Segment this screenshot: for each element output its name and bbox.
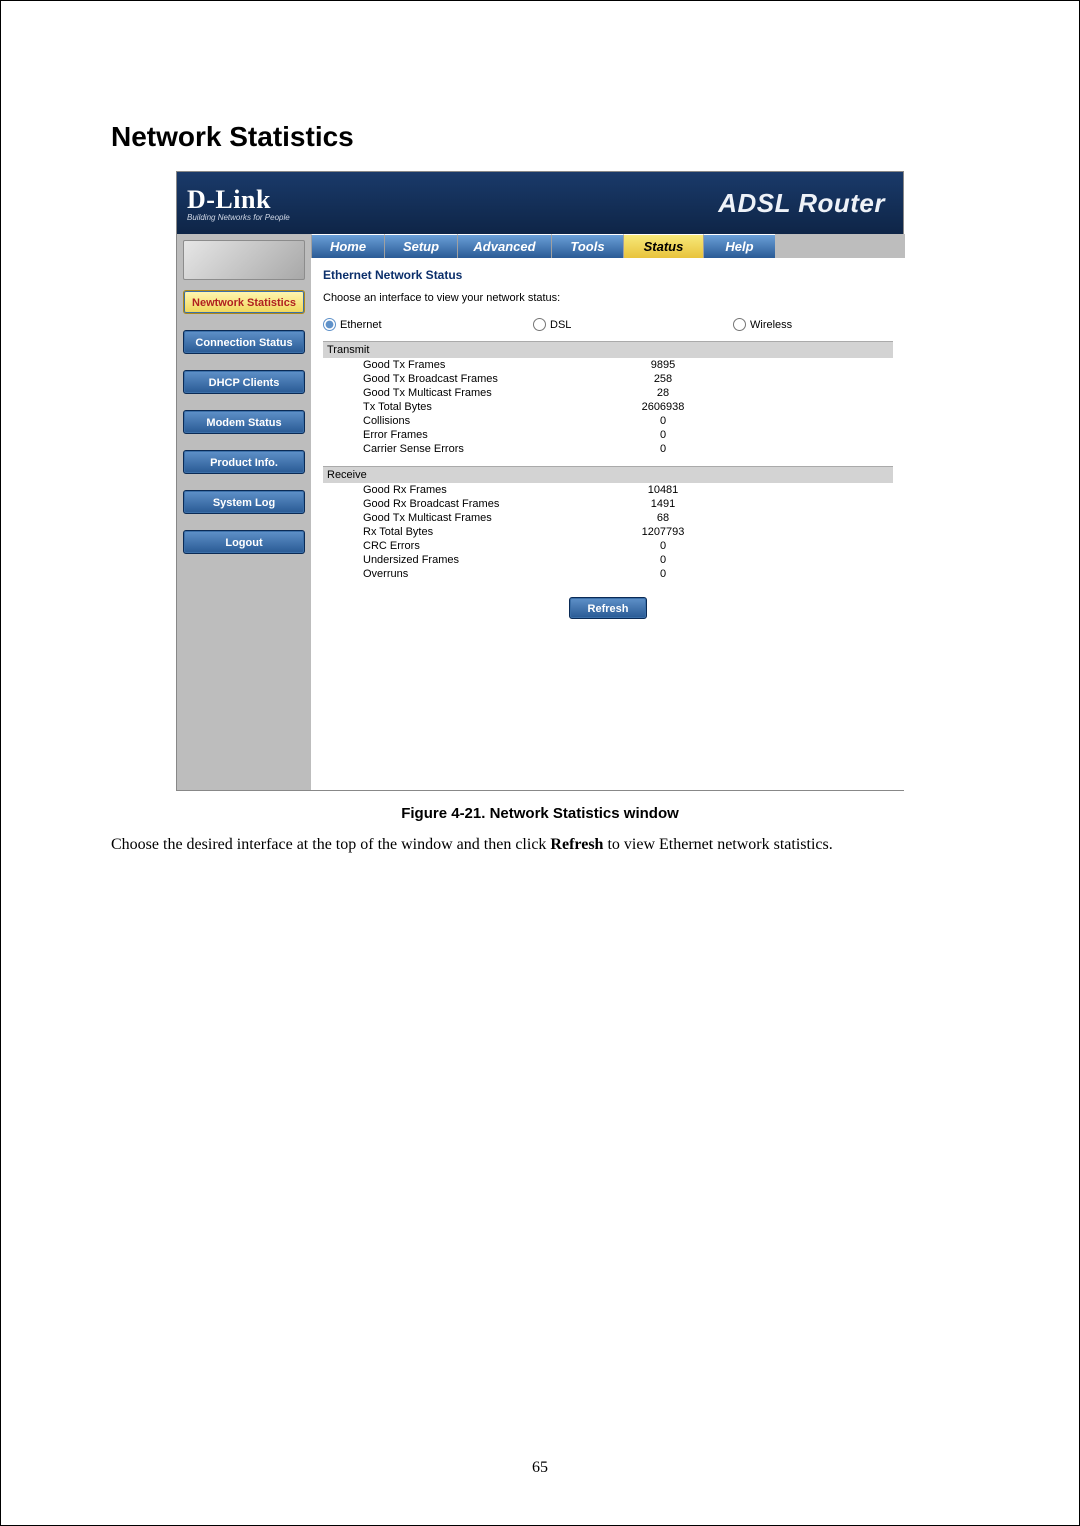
table-row: Good Rx Frames10481 <box>323 483 893 497</box>
spacer <box>323 456 893 466</box>
main-content: Home Setup Advanced Tools Status Help Et… <box>311 234 905 790</box>
radio-dsl-label: DSL <box>550 319 571 331</box>
sidebar-item-system-log[interactable]: System Log <box>183 490 305 514</box>
stat-value: 0 <box>603 442 723 456</box>
content-pane: Ethernet Network Status Choose an interf… <box>311 258 905 635</box>
stat-label: Good Tx Multicast Frames <box>323 386 603 400</box>
tab-status[interactable]: Status <box>623 234 703 258</box>
stat-label: CRC Errors <box>323 539 603 553</box>
stat-label: Rx Total Bytes <box>323 525 603 539</box>
header-title: ADSL Router <box>718 188 885 219</box>
document-page: Network Statistics D-Link Building Netwo… <box>0 0 1080 1526</box>
stat-value: 2606938 <box>603 400 723 414</box>
table-row: Rx Total Bytes1207793 <box>323 525 893 539</box>
page-title: Network Statistics <box>61 51 1019 171</box>
radio-wireless-input[interactable] <box>733 318 746 331</box>
table-row: Collisions0 <box>323 414 893 428</box>
stat-value: 68 <box>603 511 723 525</box>
stat-label: Good Rx Broadcast Frames <box>323 497 603 511</box>
router-body: Newtwork Statistics Connection Status DH… <box>177 234 903 790</box>
section-title: Ethernet Network Status <box>323 268 893 282</box>
tab-help[interactable]: Help <box>703 234 775 258</box>
radio-ethernet-input[interactable] <box>323 318 336 331</box>
sidebar-item-network-statistics[interactable]: Newtwork Statistics <box>183 290 305 314</box>
radio-wireless-label: Wireless <box>750 319 792 331</box>
table-row: Overruns0 <box>323 567 893 581</box>
stat-value: 258 <box>603 372 723 386</box>
tab-setup[interactable]: Setup <box>384 234 457 258</box>
stat-label: Collisions <box>323 414 603 428</box>
body-text-pre: Choose the desired interface at the top … <box>111 836 550 853</box>
stat-value: 0 <box>603 428 723 442</box>
stat-value: 0 <box>603 539 723 553</box>
stat-value: 1207793 <box>603 525 723 539</box>
table-row: Carrier Sense Errors0 <box>323 442 893 456</box>
table-row: Good Tx Frames9895 <box>323 358 893 372</box>
logo: D-Link Building Networks for People <box>187 185 290 222</box>
tab-home[interactable]: Home <box>311 234 384 258</box>
figure-caption: Figure 4-21. Network Statistics window <box>61 805 1019 822</box>
table-row: CRC Errors0 <box>323 539 893 553</box>
sidebar-item-connection-status[interactable]: Connection Status <box>183 330 305 354</box>
stat-label: Good Rx Frames <box>323 483 603 497</box>
tab-advanced[interactable]: Advanced <box>457 234 551 258</box>
stat-value: 0 <box>603 567 723 581</box>
stat-label: Undersized Frames <box>323 553 603 567</box>
receive-table: Good Rx Frames10481 Good Rx Broadcast Fr… <box>323 483 893 581</box>
sidebar-item-product-info[interactable]: Product Info. <box>183 450 305 474</box>
device-image <box>183 240 305 280</box>
body-paragraph: Choose the desired interface at the top … <box>111 834 969 856</box>
section-subtitle: Choose an interface to view your network… <box>323 292 893 304</box>
logo-tagline: Building Networks for People <box>187 213 290 222</box>
receive-header: Receive <box>323 466 893 483</box>
refresh-row: Refresh <box>323 597 893 619</box>
logo-text: D-Link <box>187 185 290 215</box>
stat-value: 1491 <box>603 497 723 511</box>
table-row: Good Tx Multicast Frames68 <box>323 511 893 525</box>
stat-label: Carrier Sense Errors <box>323 442 603 456</box>
stat-label: Good Tx Broadcast Frames <box>323 372 603 386</box>
stat-value: 28 <box>603 386 723 400</box>
radio-dsl[interactable]: DSL <box>533 318 733 331</box>
router-header: D-Link Building Networks for People ADSL… <box>177 172 903 234</box>
sidebar: Newtwork Statistics Connection Status DH… <box>177 234 311 790</box>
stat-label: Error Frames <box>323 428 603 442</box>
body-text-post: to view Ethernet network statistics. <box>603 836 832 853</box>
table-row: Good Tx Multicast Frames28 <box>323 386 893 400</box>
transmit-table: Good Tx Frames9895 Good Tx Broadcast Fra… <box>323 358 893 456</box>
radio-ethernet[interactable]: Ethernet <box>323 318 533 331</box>
radio-dsl-input[interactable] <box>533 318 546 331</box>
interface-radio-row: Ethernet DSL Wireless <box>323 318 893 331</box>
table-row: Good Tx Broadcast Frames258 <box>323 372 893 386</box>
stat-label: Overruns <box>323 567 603 581</box>
table-row: Error Frames0 <box>323 428 893 442</box>
table-row: Tx Total Bytes2606938 <box>323 400 893 414</box>
stat-label: Tx Total Bytes <box>323 400 603 414</box>
router-screenshot: D-Link Building Networks for People ADSL… <box>176 171 904 791</box>
transmit-header: Transmit <box>323 341 893 358</box>
stat-label: Good Tx Frames <box>323 358 603 372</box>
stat-value: 10481 <box>603 483 723 497</box>
table-row: Undersized Frames0 <box>323 553 893 567</box>
radio-wireless[interactable]: Wireless <box>733 318 893 331</box>
table-row: Good Rx Broadcast Frames1491 <box>323 497 893 511</box>
stat-value: 0 <box>603 553 723 567</box>
stat-label: Good Tx Multicast Frames <box>323 511 603 525</box>
tab-bar: Home Setup Advanced Tools Status Help <box>311 234 905 258</box>
refresh-button[interactable]: Refresh <box>569 597 647 619</box>
sidebar-item-dhcp-clients[interactable]: DHCP Clients <box>183 370 305 394</box>
sidebar-item-logout[interactable]: Logout <box>183 530 305 554</box>
body-text-bold: Refresh <box>550 836 603 853</box>
tab-tools[interactable]: Tools <box>551 234 623 258</box>
radio-ethernet-label: Ethernet <box>340 319 382 331</box>
page-number: 65 <box>1 1459 1079 1477</box>
stat-value: 0 <box>603 414 723 428</box>
stat-value: 9895 <box>603 358 723 372</box>
sidebar-item-modem-status[interactable]: Modem Status <box>183 410 305 434</box>
